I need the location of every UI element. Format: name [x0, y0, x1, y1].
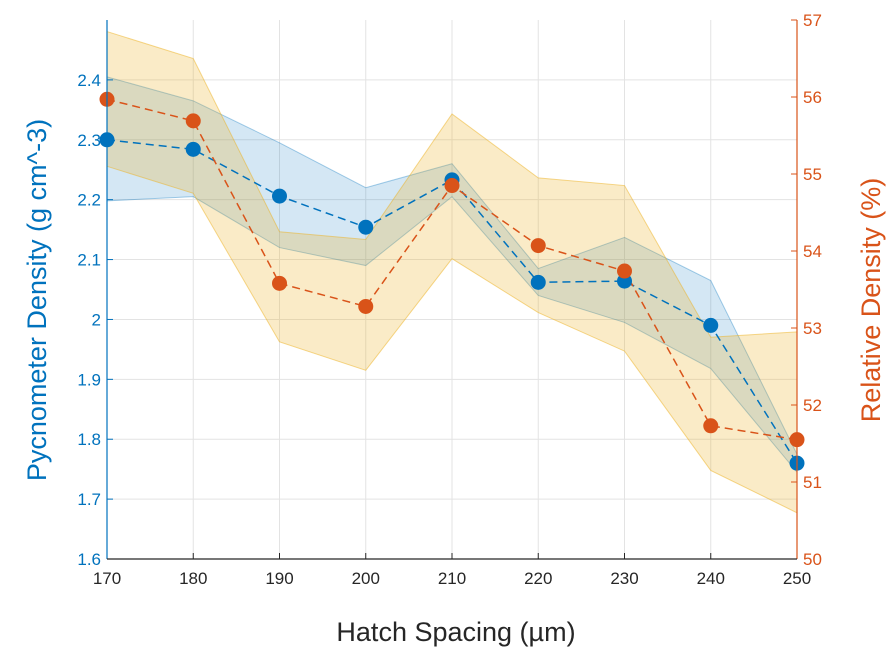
x-tick-label: 210 [438, 569, 466, 588]
series-left-point [272, 188, 287, 204]
x-tick-label: 180 [179, 569, 207, 588]
x-tick-label: 190 [265, 569, 293, 588]
y-left-tick-label: 1.9 [77, 370, 101, 389]
y-right-tick-label: 53 [803, 319, 822, 338]
series-right-point [185, 113, 201, 129]
y-right-tick-label: 57 [803, 11, 822, 30]
x-tick-label: 170 [93, 569, 121, 588]
y-axis-right-title: Relative Density (%) [856, 178, 886, 423]
x-tick-label: 250 [783, 569, 811, 588]
y-left-tick-label: 2.4 [77, 71, 101, 90]
series-left-point [358, 219, 374, 235]
x-axis-title: Hatch Spacing (µm) [336, 617, 575, 647]
y-right-tick-label: 52 [803, 396, 822, 415]
series-left-point [185, 141, 201, 157]
x-tick-label: 200 [352, 569, 380, 588]
y-left-tick-label: 2 [92, 310, 101, 329]
y-left-tick-label: 2.3 [77, 131, 101, 150]
data-points [99, 91, 805, 471]
y-left-tick-label: 1.8 [77, 430, 101, 449]
y-right-tick-label: 54 [803, 242, 822, 261]
series-right-point [617, 263, 632, 279]
y-left-tick-label: 1.7 [77, 490, 101, 509]
series-right-point [444, 178, 460, 194]
x-tick-label: 230 [610, 569, 638, 588]
series-right-point [530, 238, 546, 254]
y-axis-left-title: Pycnometer Density (g cm^-3) [22, 119, 52, 481]
y-left-tick-label: 2.2 [77, 191, 101, 210]
y-right-tick-label: 55 [803, 165, 822, 184]
y-right-tick-label: 50 [803, 550, 822, 569]
grid-lines [106, 20, 798, 560]
x-tick-label: 240 [697, 569, 725, 588]
series-right-point [703, 418, 719, 434]
axes [106, 19, 798, 560]
series-right-point [358, 298, 374, 314]
x-tick-label: 220 [524, 569, 552, 588]
y-left-tick-label: 2.1 [77, 251, 101, 270]
y-right-tick-label: 51 [803, 473, 822, 492]
y-left-tick-label: 1.6 [77, 550, 101, 569]
series-left-point [530, 274, 546, 290]
series-right-point [272, 275, 287, 291]
y-right-tick-label: 56 [803, 88, 822, 107]
series-left-line [106, 139, 798, 464]
tick-labels: 170 180 190 200 210 220 230 240 2501.61.71.81.92… [77, 11, 822, 588]
series-left-point [703, 317, 719, 333]
